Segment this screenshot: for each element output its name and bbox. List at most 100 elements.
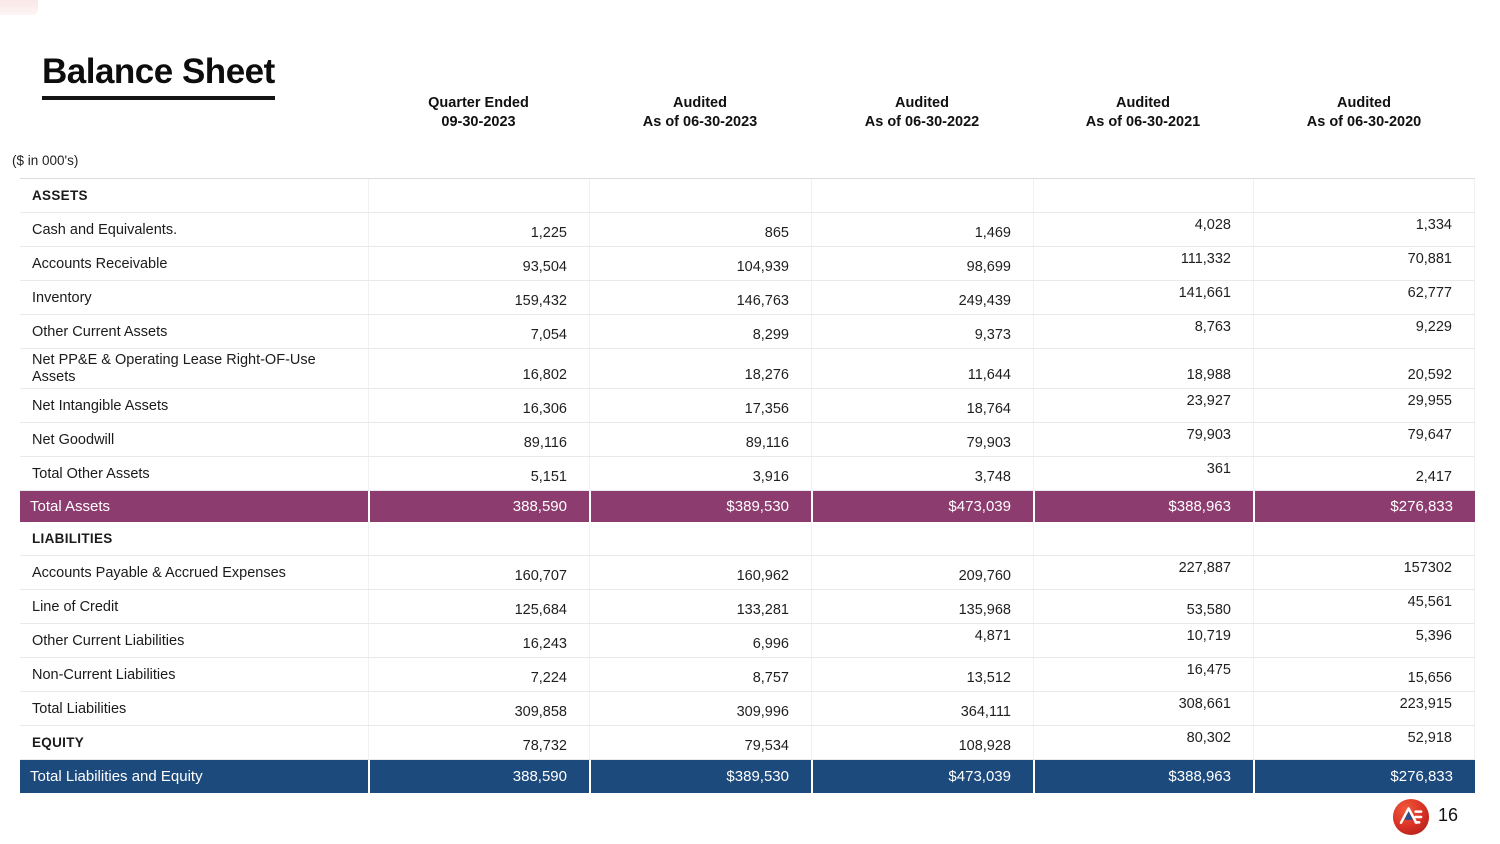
cell-value: 104,939: [589, 247, 811, 280]
cell-value: 11,644: [811, 349, 1033, 388]
cell-value: 364,111: [811, 692, 1033, 725]
cell-value: 361: [1033, 457, 1253, 490]
cell-value: 15,656: [1253, 658, 1475, 691]
cell-value: 133,281: [589, 590, 811, 623]
cell-value: 13,512: [811, 658, 1033, 691]
cell-value: 18,276: [589, 349, 811, 388]
cell-value: [1033, 522, 1253, 555]
cell-value: 23,927: [1033, 389, 1253, 422]
cell-value: 52,918: [1253, 726, 1475, 759]
table-column-headers: Quarter Ended 09-30-2023 Audited As of 06-3…: [20, 94, 1475, 132]
table-row: Non-Current Liabilities 7,224 8,757 13,512 1…: [20, 658, 1475, 692]
page-title: Balance Sheet: [42, 53, 275, 101]
cell-value: 6,996: [589, 624, 811, 657]
cell-value: 3,916: [589, 457, 811, 490]
cell-value: 146,763: [589, 281, 811, 314]
cell-value: $276,833: [1253, 491, 1475, 522]
cell-value: 125,684: [368, 590, 589, 623]
header-spacer: [20, 94, 368, 132]
cell-value: 157302: [1253, 556, 1475, 589]
cell-value: 16,306: [368, 389, 589, 422]
section-row: LIABILITIES: [20, 522, 1475, 556]
cell-value: 18,764: [811, 389, 1033, 422]
cell-value: 16,802: [368, 349, 589, 388]
row-label: Non-Current Liabilities: [32, 666, 176, 683]
section-row: ASSETS: [20, 179, 1475, 213]
table-row: Accounts Payable & Accrued Expenses 160,7…: [20, 556, 1475, 590]
balance-sheet-table: ASSETS Cash and Equivalents. 1,225 865 1,469…: [20, 178, 1475, 793]
cell-value: 111,332: [1033, 247, 1253, 280]
cell-value: [368, 179, 589, 212]
cell-value: 2,417: [1253, 457, 1475, 490]
row-label: Total Liabilities and Equity: [30, 768, 203, 785]
cell-value: $388,963: [1033, 760, 1253, 793]
cell-value: 8,299: [589, 315, 811, 348]
cell-value: 16,475: [1033, 658, 1253, 691]
cell-value: 70,881: [1253, 247, 1475, 280]
cell-value: 10,719: [1033, 624, 1253, 657]
table-row: Net Goodwill 89,116 89,116 79,903 79,903 79,6…: [20, 423, 1475, 457]
cell-value: [1033, 179, 1253, 212]
column-header: Audited As of 06-30-2020: [1306, 95, 1422, 130]
row-label: Other Current Liabilities: [32, 632, 185, 649]
cell-value: 79,647: [1253, 423, 1475, 456]
table-row: Net PP&E & Operating Lease Right-OF-Use …: [20, 349, 1475, 389]
row-label: Cash and Equivalents.: [32, 221, 178, 238]
column-header: Audited As of 06-30-2023: [642, 95, 758, 130]
cell-value: 89,116: [589, 423, 811, 456]
column-header: Quarter Ended 09-30-2023: [428, 95, 529, 130]
corner-accent: [0, 0, 38, 15]
table-row: Other Current Assets 7,054 8,299 9,373 8,763…: [20, 315, 1475, 349]
cell-value: $389,530: [589, 491, 811, 522]
cell-value: 3,748: [811, 457, 1033, 490]
table-row: Inventory 159,432 146,763 249,439 141,661 62,…: [20, 281, 1475, 315]
cell-value: $389,530: [589, 760, 811, 793]
cell-value: [589, 179, 811, 212]
cell-value: [368, 522, 589, 555]
cell-value: 865: [589, 213, 811, 246]
row-label: Accounts Payable & Accrued Expenses: [32, 564, 286, 581]
column-header: Audited As of 06-30-2021: [1085, 95, 1201, 130]
table-row: Total Other Assets 5,151 3,916 3,748 361 2,41…: [20, 457, 1475, 491]
cell-value: 160,962: [589, 556, 811, 589]
cell-value: $473,039: [811, 491, 1033, 522]
cell-value: 79,534: [589, 726, 811, 759]
cell-value: 62,777: [1253, 281, 1475, 314]
cell-value: 17,356: [589, 389, 811, 422]
table-row: Accounts Receivable 93,504 104,939 98,699 11…: [20, 247, 1475, 281]
cell-value: 79,903: [811, 423, 1033, 456]
table-row: Total Liabilities 309,858 309,996 364,111 30…: [20, 692, 1475, 726]
cell-value: 160,707: [368, 556, 589, 589]
cell-value: 45,561: [1253, 590, 1475, 623]
cell-value: 1,334: [1253, 213, 1475, 246]
cell-value: 7,054: [368, 315, 589, 348]
cell-value: 78,732: [368, 726, 589, 759]
table-row: Net Intangible Assets 16,306 17,356 18,764 2…: [20, 389, 1475, 423]
cell-value: [1253, 179, 1475, 212]
cell-value: [1253, 522, 1475, 555]
cell-value: 8,763: [1033, 315, 1253, 348]
cell-value: 79,903: [1033, 423, 1253, 456]
cell-value: [811, 522, 1033, 555]
cell-value: $473,039: [811, 760, 1033, 793]
row-label: Net Intangible Assets: [32, 397, 169, 414]
cell-value: 308,661: [1033, 692, 1253, 725]
cell-value: 5,396: [1253, 624, 1475, 657]
cell-value: $388,963: [1033, 491, 1253, 522]
row-label: EQUITY: [32, 735, 85, 750]
row-label: Total Assets: [30, 498, 111, 515]
cell-value: 8,757: [589, 658, 811, 691]
row-label: Net Goodwill: [32, 431, 115, 448]
row-label: Other Current Assets: [32, 323, 168, 340]
cell-value: 5,151: [368, 457, 589, 490]
row-label: Accounts Receivable: [32, 255, 168, 272]
cell-value: 388,590: [368, 760, 589, 793]
page-number: 16: [1438, 805, 1459, 825]
cell-value: 20,592: [1253, 349, 1475, 388]
cell-value: 93,504: [368, 247, 589, 280]
row-label: Total Other Assets: [32, 465, 150, 482]
cell-value: 9,229: [1253, 315, 1475, 348]
cell-value: 223,915: [1253, 692, 1475, 725]
cell-value: 388,590: [368, 491, 589, 522]
cell-value: 9,373: [811, 315, 1033, 348]
